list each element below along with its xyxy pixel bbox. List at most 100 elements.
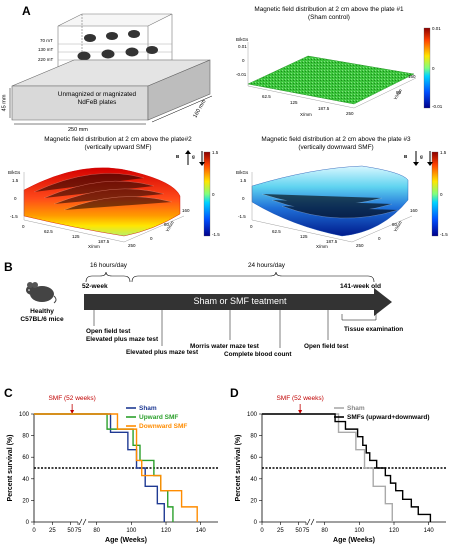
plot2-ztick-mid: 0 <box>14 196 17 201</box>
plot3-surface <box>251 151 439 243</box>
y-tick-label: 100 <box>19 412 30 418</box>
test-elevated-plus-2: Elevated plus maze test <box>126 349 199 356</box>
plot3-title: Magnetic field distribution at 2 cm abov… <box>236 136 436 151</box>
plot2-upward-arrow-icon <box>185 150 191 165</box>
y-tick-label: 40 <box>250 477 257 483</box>
test-open-field-2: Open field test <box>304 343 349 350</box>
treatment-bar-label: Sham or SMF teatment <box>193 296 287 306</box>
plot3-ytick-0: 0 <box>378 236 381 241</box>
plot3-xtick-1: 62.5 <box>272 229 281 234</box>
device-illustration <box>9 13 213 125</box>
plot3-gravity-arrow-icon <box>427 151 433 166</box>
plot3-ytick-80: 80 <box>392 222 398 227</box>
dim-width: 250 mm <box>68 127 88 133</box>
plot2-ytick-160: 160 <box>182 208 190 213</box>
plot2-subtitle: (vertically upward SMF) <box>84 143 152 151</box>
plot1-surface <box>247 27 431 109</box>
plot2-xtick-3: 187.5 <box>98 239 110 244</box>
panel-label-b: B <box>4 260 13 274</box>
x-tick-label: 140 <box>196 528 207 534</box>
survival-chart-c: 0 20 40 60 80 100 0 25 50 75 80 100 120 140 Age (Weeks… <box>7 395 218 544</box>
plot3-zlabel: B/kGs <box>236 170 249 175</box>
series-line-1 <box>262 413 393 522</box>
timeline-start: 52-week <box>82 283 108 290</box>
plot2-cbar-top: 1.5 <box>212 150 219 155</box>
plot3-arrow-label-b: B <box>404 154 408 159</box>
test-open-field-1: Open field test <box>86 328 131 335</box>
y-tick-label: 80 <box>250 434 257 440</box>
plot2-ytick-0: 0 <box>150 236 153 241</box>
x-tick-label: 80 <box>321 528 328 534</box>
legend-label-1: Sham <box>347 405 365 412</box>
plot2-ztick-top: 1.5 <box>12 178 19 183</box>
plot3-downward-arrow-icon <box>413 151 419 166</box>
x-axis-label: Age (Weeks) <box>105 537 147 544</box>
plot1-xtick-4: 250 <box>346 111 354 116</box>
plot2-zlabel: B/kGs <box>8 170 21 175</box>
plot1-zlabel: B/kGs <box>236 37 249 42</box>
mouse-label-line1: Healthy <box>30 308 54 315</box>
x-tick-label: 0 <box>260 528 264 534</box>
plot3-xtick-4: 250 <box>356 243 364 248</box>
panel-label-c: C <box>4 386 13 400</box>
plot1-ytick-160: 160 <box>408 74 416 79</box>
plot1-ytick-80: 80 <box>396 90 402 95</box>
plot1-cbar-top: 0.01 <box>432 26 441 31</box>
x-tick-label: 75 <box>75 528 82 534</box>
x-tick-label: 0 <box>32 528 36 534</box>
plot2-cbar-bot: -1.5 <box>212 232 220 237</box>
plate-text-line2: NdFeB plates <box>77 99 117 106</box>
series-line-2 <box>262 413 432 522</box>
interval-16h: 16 hours/day <box>90 262 127 269</box>
tissue-examination: Tissue examination <box>344 326 404 333</box>
series-line-2 <box>34 413 174 522</box>
plot3-subtitle: (vertically downward SMF) <box>298 143 374 151</box>
plot3-xtick-2: 125 <box>300 234 308 239</box>
smf-annotation: SMF (52 weeks) <box>276 395 323 402</box>
panel-label-d: D <box>230 386 239 400</box>
survival-chart-d: 0 20 40 60 80 100 0 25 50 75 80 100 120 140 Age (Weeks… <box>235 395 446 544</box>
x-axis-label: Age (Weeks) <box>333 537 375 544</box>
legend-label-2: SMFs (upward+downward) <box>347 414 430 421</box>
plot2-arrow-label-g: g <box>192 154 195 159</box>
x-tick-label: 100 <box>354 528 365 534</box>
x-tick-label: 120 <box>389 528 400 534</box>
plot2-arrow-label-b: B <box>176 154 180 159</box>
y-tick-label: 0 <box>254 520 258 526</box>
x-tick-label: 25 <box>277 528 284 534</box>
plot1-xtick-1: 62.5 <box>262 94 271 99</box>
plot3-ztick-mid: 0 <box>242 196 245 201</box>
plate-text-line1: Unmagnized or magnizated <box>57 91 137 98</box>
plot3-cbar-top: 1.5 <box>440 150 447 155</box>
test-morris-water-maze: Morris water maze test <box>190 343 259 350</box>
plot2-title-line: Magnetic field distribution at 2 cm abov… <box>44 136 192 143</box>
timeline-graphic <box>84 271 392 348</box>
x-tick-label: 25 <box>49 528 56 534</box>
x-tick-label: 80 <box>93 528 100 534</box>
x-tick-label: 120 <box>161 528 172 534</box>
plot1-cbar-bot: -0.01 <box>432 104 443 109</box>
plot1-ztick-bot: -0.01 <box>236 72 247 77</box>
y-tick-label: 100 <box>247 412 258 418</box>
y-tick-label: 0 <box>26 520 30 526</box>
series-line-1 <box>34 413 165 522</box>
field-level-1: 70 mT <box>40 38 53 43</box>
legend-label-2: Upward SMF <box>139 414 178 421</box>
plot2-title: Magnetic field distribution at 2 cm abov… <box>18 136 218 151</box>
plate-text: Unmagnized or magnizated NdFeB plates <box>38 91 156 107</box>
legend-label-1: Sham <box>139 405 157 412</box>
plot2-xtick-0: 0 <box>22 224 25 229</box>
dim-height: 45 mm <box>1 94 8 112</box>
plot3-arrow-label-g: g <box>420 154 423 159</box>
plot1-ztick-mid: 0 <box>242 58 245 63</box>
plot3-cbar-mid: 0 <box>440 192 443 197</box>
plot2-xtick-4: 250 <box>128 243 136 248</box>
x-tick-label: 50 <box>295 528 302 534</box>
x-tick-label: 140 <box>424 528 435 534</box>
y-tick-label: 80 <box>22 434 29 440</box>
legend-label-3: Downward SMF <box>139 423 187 430</box>
y-tick-label: 60 <box>250 455 257 461</box>
plot1-xlabel: X/mm <box>300 112 312 117</box>
y-axis-label: Percent survival (%) <box>235 435 242 502</box>
plot2-gravity-arrow-icon <box>199 151 205 166</box>
